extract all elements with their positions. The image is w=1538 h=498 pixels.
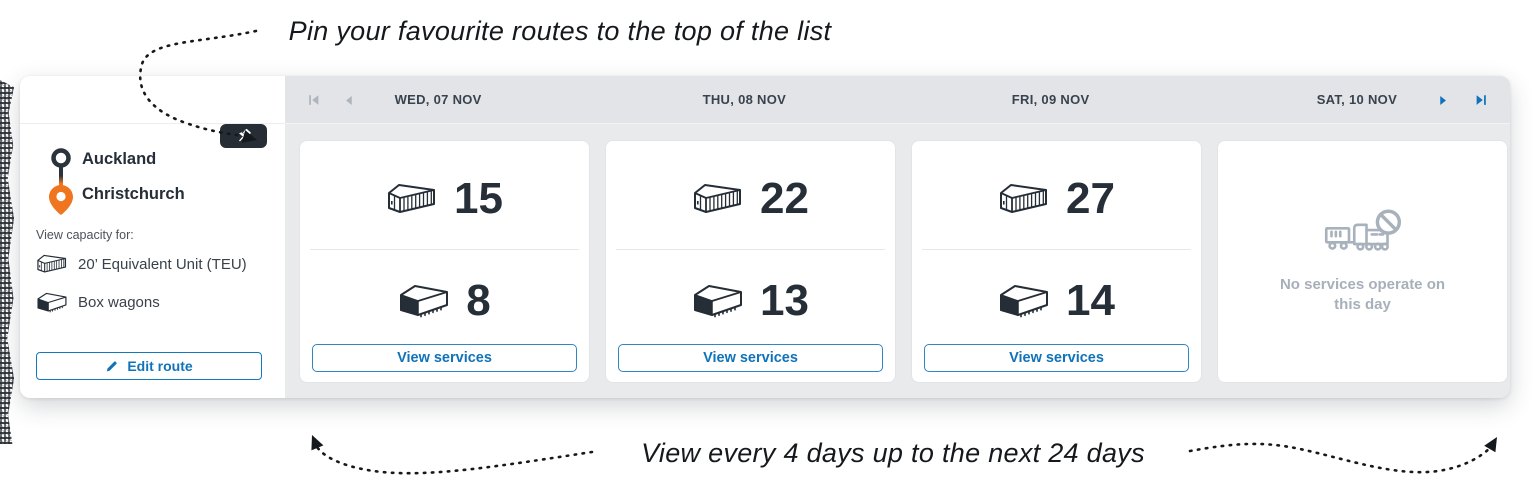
pin-annotation-text: Pin your favourite routes to the top of … [288, 16, 832, 46]
teu-count: 27 [1066, 174, 1115, 223]
days-annotation-text: View every 4 days up to the next 24 days [641, 438, 1145, 468]
teu-count-row: 27 [912, 169, 1201, 229]
date-label-sat: SAT, 10 NOV [1316, 92, 1398, 107]
origin-marker-icon [51, 148, 71, 168]
days-arrow-right [1188, 437, 1497, 474]
wagon-count: 13 [760, 276, 809, 325]
capacity-section-label: View capacity for: [36, 228, 134, 242]
box-wagon-icon [400, 285, 449, 318]
capacity-type-teu: 20’ Equivalent Unit (TEU) [36, 253, 247, 275]
day-card-thu: 22 13 View services [605, 140, 896, 383]
next-days-button[interactable] [1432, 90, 1454, 110]
wagon-count-row: 8 [300, 271, 589, 331]
pin-icon [238, 128, 251, 142]
pencil-icon [107, 361, 118, 372]
box-wagon-icon [36, 291, 68, 314]
teu-count-row: 22 [606, 169, 895, 229]
wagon-count-row: 13 [606, 271, 895, 331]
route-markers [40, 146, 82, 218]
card-divider [922, 249, 1191, 250]
card-divider [310, 249, 579, 250]
day-card-fri: 27 14 View services [911, 140, 1202, 383]
teu-count-row: 15 [300, 169, 589, 229]
view-services-button[interactable]: View services [618, 344, 883, 372]
container-icon [694, 184, 742, 213]
calendar-header: WED, 07 NOV THU, 08 NOV FRI, 09 NOV SAT,… [285, 76, 1510, 124]
edit-route-label: Edit route [127, 358, 193, 374]
previous-icon [345, 95, 352, 105]
route-labels: Auckland Christchurch [82, 146, 185, 218]
day-cards: 15 8 View services 22 13 [299, 140, 1508, 383]
route-sidebar: Auckland Christchurch View capacity for:… [20, 76, 285, 398]
box-wagon-icon [1000, 285, 1049, 318]
wagon-count: 14 [1066, 276, 1115, 325]
pin-route-button[interactable] [220, 124, 267, 148]
route-connector-line [59, 167, 63, 189]
teu-count: 15 [454, 174, 503, 223]
card-divider [616, 249, 885, 250]
wagon-count: 8 [466, 276, 491, 325]
capacity-type-label: Box wagons [78, 294, 160, 311]
route-summary: Auckland Christchurch [40, 146, 185, 218]
days-arrow-left [311, 435, 594, 475]
last-page-button[interactable] [1470, 90, 1492, 110]
next-icon [1439, 95, 1446, 105]
destination-label: Christchurch [82, 185, 185, 203]
previous-days-button[interactable] [337, 90, 359, 110]
view-services-button[interactable]: View services [924, 344, 1189, 372]
torn-edge-artifact [0, 80, 14, 444]
date-label-wed: WED, 07 NOV [394, 92, 482, 107]
capacity-type-boxwagon: Box wagons [36, 291, 160, 314]
last-page-icon [1476, 95, 1486, 105]
no-service-panel: No services operate on this day [1218, 141, 1507, 382]
day-card-sat: No services operate on this day [1217, 140, 1508, 383]
container-icon [1000, 184, 1048, 213]
box-wagon-icon [694, 285, 743, 318]
date-row: WED, 07 NOV THU, 08 NOV FRI, 09 NOV SAT,… [285, 76, 1510, 123]
container-icon [36, 253, 68, 275]
capacity-panel: Auckland Christchurch View capacity for:… [20, 76, 1510, 398]
destination-pin-icon [49, 185, 73, 215]
origin-label: Auckland [82, 150, 157, 168]
date-label-thu: THU, 08 NOV [702, 92, 787, 107]
no-service-text: No services operate on this day [1279, 276, 1446, 313]
no-train-icon [1324, 209, 1401, 251]
teu-count: 22 [760, 174, 809, 223]
day-card-wed: 15 8 View services [299, 140, 590, 383]
first-page-icon [309, 95, 319, 105]
sidebar-header [20, 76, 285, 124]
container-icon [388, 184, 436, 213]
capacity-type-label: 20’ Equivalent Unit (TEU) [78, 255, 247, 273]
date-label-fri: FRI, 09 NOV [1011, 92, 1090, 107]
edit-route-button[interactable]: Edit route [36, 352, 262, 380]
view-services-button[interactable]: View services [312, 344, 577, 372]
first-page-button[interactable] [303, 90, 325, 110]
wagon-count-row: 14 [912, 271, 1201, 331]
